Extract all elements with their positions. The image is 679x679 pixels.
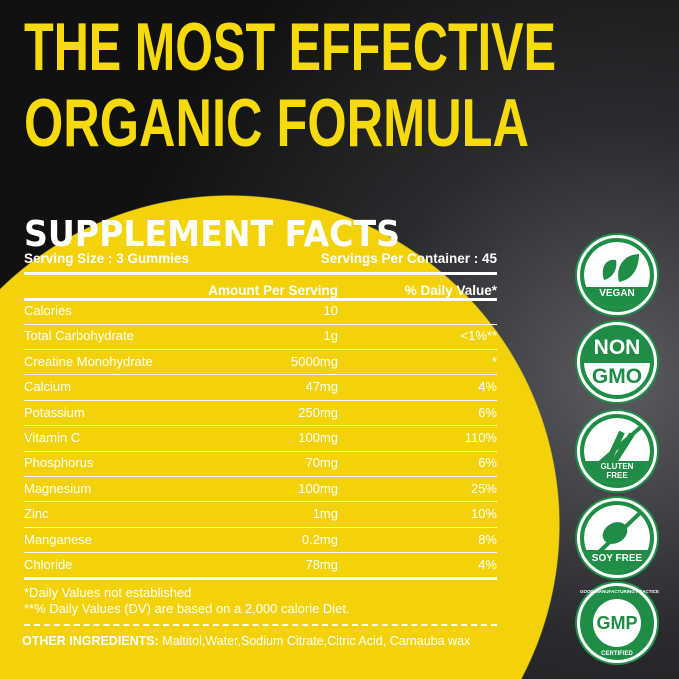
nutrient-name: Creatine Monohydrate [24,353,153,369]
footnotes: *Daily Values not established **% Daily … [24,585,497,617]
amount: 78mg [305,557,338,572]
soy-free-badge: SOY FREE [577,498,657,578]
nutrient-name: Magnesium [24,480,92,496]
header-dv: % Daily Value* [404,283,497,298]
table-row: Vitamin C 100mg 110% [24,426,497,452]
note-2: **% Daily Values (DV) are based on a 2,0… [24,601,350,616]
gmp-bottom-text: CERTIFIED [601,651,633,657]
nutrient-name: Total Carbohydrate [24,328,134,344]
daily-value: 8% [478,531,497,547]
table-row: Creatine Monohydrate 5000mg * [24,350,497,376]
nutrient-name: Calories [24,303,72,318]
facts-title-text: SUPPLEMENT FACTS [24,214,400,252]
daily-value: 4% [478,379,497,395]
headline-line2: ORGANIC FORMULA [24,85,529,161]
amount: 10 [323,303,338,318]
nutrient-name: Calcium [24,379,71,395]
daily-value: 110% [464,430,497,445]
daily-value: 6% [478,404,497,420]
wheat-icon [584,424,650,484]
gluten-free-badge: GLUTEN FREE [577,411,657,491]
serving-info: Serving Size : 3 Gummies Servings Per Co… [24,251,497,266]
table-row: Zinc 1mg 10% [24,502,497,528]
table-row: Calcium 47mg 4% [24,375,497,401]
table-row: Manganese 0.2mg 8% [24,528,497,554]
nutrient-name: Chloride [24,557,73,572]
other-value: Maltitol,Water,Sodium Citrate,Citric Aci… [158,634,471,648]
facts-title: SUPPLEMENT FACTS [24,214,400,252]
serving-size: Serving Size : 3 Gummies [24,251,190,266]
table-row: Total Carbohydrate 1g <1%** [24,324,497,350]
amount: 47mg [305,379,338,395]
table-header: Amount Per Serving % Daily Value* [24,279,497,298]
servings-per-container: Servings Per Container : 45 [320,251,497,266]
daily-value: 6% [478,455,497,471]
table-row: Potassium 250mg 6% [24,401,497,427]
other-label: OTHER INGREDIENTS: [22,634,159,648]
headline-line1: THE MOST EFFECTIVE [24,9,556,85]
nutrient-name: Potassium [24,404,85,420]
gmp-label: GMP [593,599,641,647]
nutrient-name: Zinc [24,506,49,522]
amount: 100mg [298,480,338,496]
amount: 1g [323,328,338,344]
gmo-label: GMO [591,365,643,388]
daily-value: 4% [478,557,497,572]
amount: 70mg [305,455,338,471]
vegan-label: VEGAN [599,288,635,299]
dashed-divider [24,624,497,626]
headline: THE MOST EFFECTIVE ORGANIC FORMULA [24,9,556,161]
leaf-icon [584,254,650,308]
nutrient-name: Vitamin C [24,430,81,445]
nutrient-name: Manganese [24,531,92,547]
non-gmo-badge: NON GMO [577,322,657,402]
table-row: Chloride 78mg 4% [24,553,497,579]
amount: 1mg [312,506,338,522]
daily-value: 10% [470,506,497,522]
header-amount: Amount Per Serving [208,283,338,298]
daily-value: 25% [470,480,497,496]
other-ingredients: OTHER INGREDIENTS: Maltitol,Water,Sodium… [22,634,502,648]
vegan-badge: VEGAN [577,235,657,315]
gmp-top-text: GOOD MANUFACTURING PRACTICE [580,589,659,594]
table-row: Calories 10 [24,299,497,325]
table-row: Magnesium 100mg 25% [24,477,497,503]
divider [24,298,497,301]
daily-value: <1%** [460,328,498,344]
note-1: *Daily Values not established [24,585,192,600]
gluten-label: GLUTEN [600,462,634,471]
amount: 100mg [298,430,338,445]
soybean-icon [584,509,650,571]
free-label: FREE [606,471,628,480]
divider [24,272,497,275]
divider [24,577,497,580]
table-row: Phosphorus 70mg 6% [24,451,497,477]
soy-label: SOY FREE [591,553,643,564]
amount: 250mg [298,404,338,420]
amount: 5000mg [291,353,338,369]
daily-value: * [491,353,497,369]
nutrient-name: Phosphorus [24,455,94,471]
gmp-badge: GMP GOOD MANUFACTURING PRACTICE CERTIFIE… [577,583,659,663]
non-label: NON [593,336,641,359]
amount: 0.2mg [301,531,338,547]
